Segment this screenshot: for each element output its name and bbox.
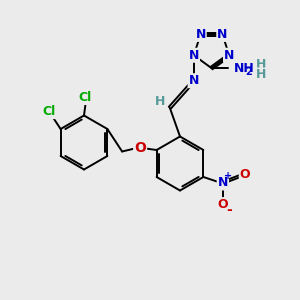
Text: N: N bbox=[189, 74, 199, 87]
Text: 2: 2 bbox=[245, 67, 252, 77]
Text: Cl: Cl bbox=[43, 105, 56, 118]
Text: N: N bbox=[224, 49, 234, 62]
Text: +: + bbox=[224, 171, 232, 182]
Text: -: - bbox=[226, 203, 232, 217]
Text: N: N bbox=[218, 176, 228, 190]
Text: N: N bbox=[217, 28, 228, 41]
Text: N: N bbox=[189, 49, 199, 62]
Text: NH: NH bbox=[234, 61, 255, 75]
Text: H: H bbox=[256, 68, 266, 81]
Text: Cl: Cl bbox=[79, 91, 92, 104]
Text: O: O bbox=[240, 167, 250, 181]
Text: O: O bbox=[218, 198, 228, 211]
Text: H: H bbox=[256, 58, 266, 71]
Text: H: H bbox=[155, 94, 165, 108]
Text: N: N bbox=[195, 28, 206, 41]
Text: O: O bbox=[134, 142, 146, 155]
